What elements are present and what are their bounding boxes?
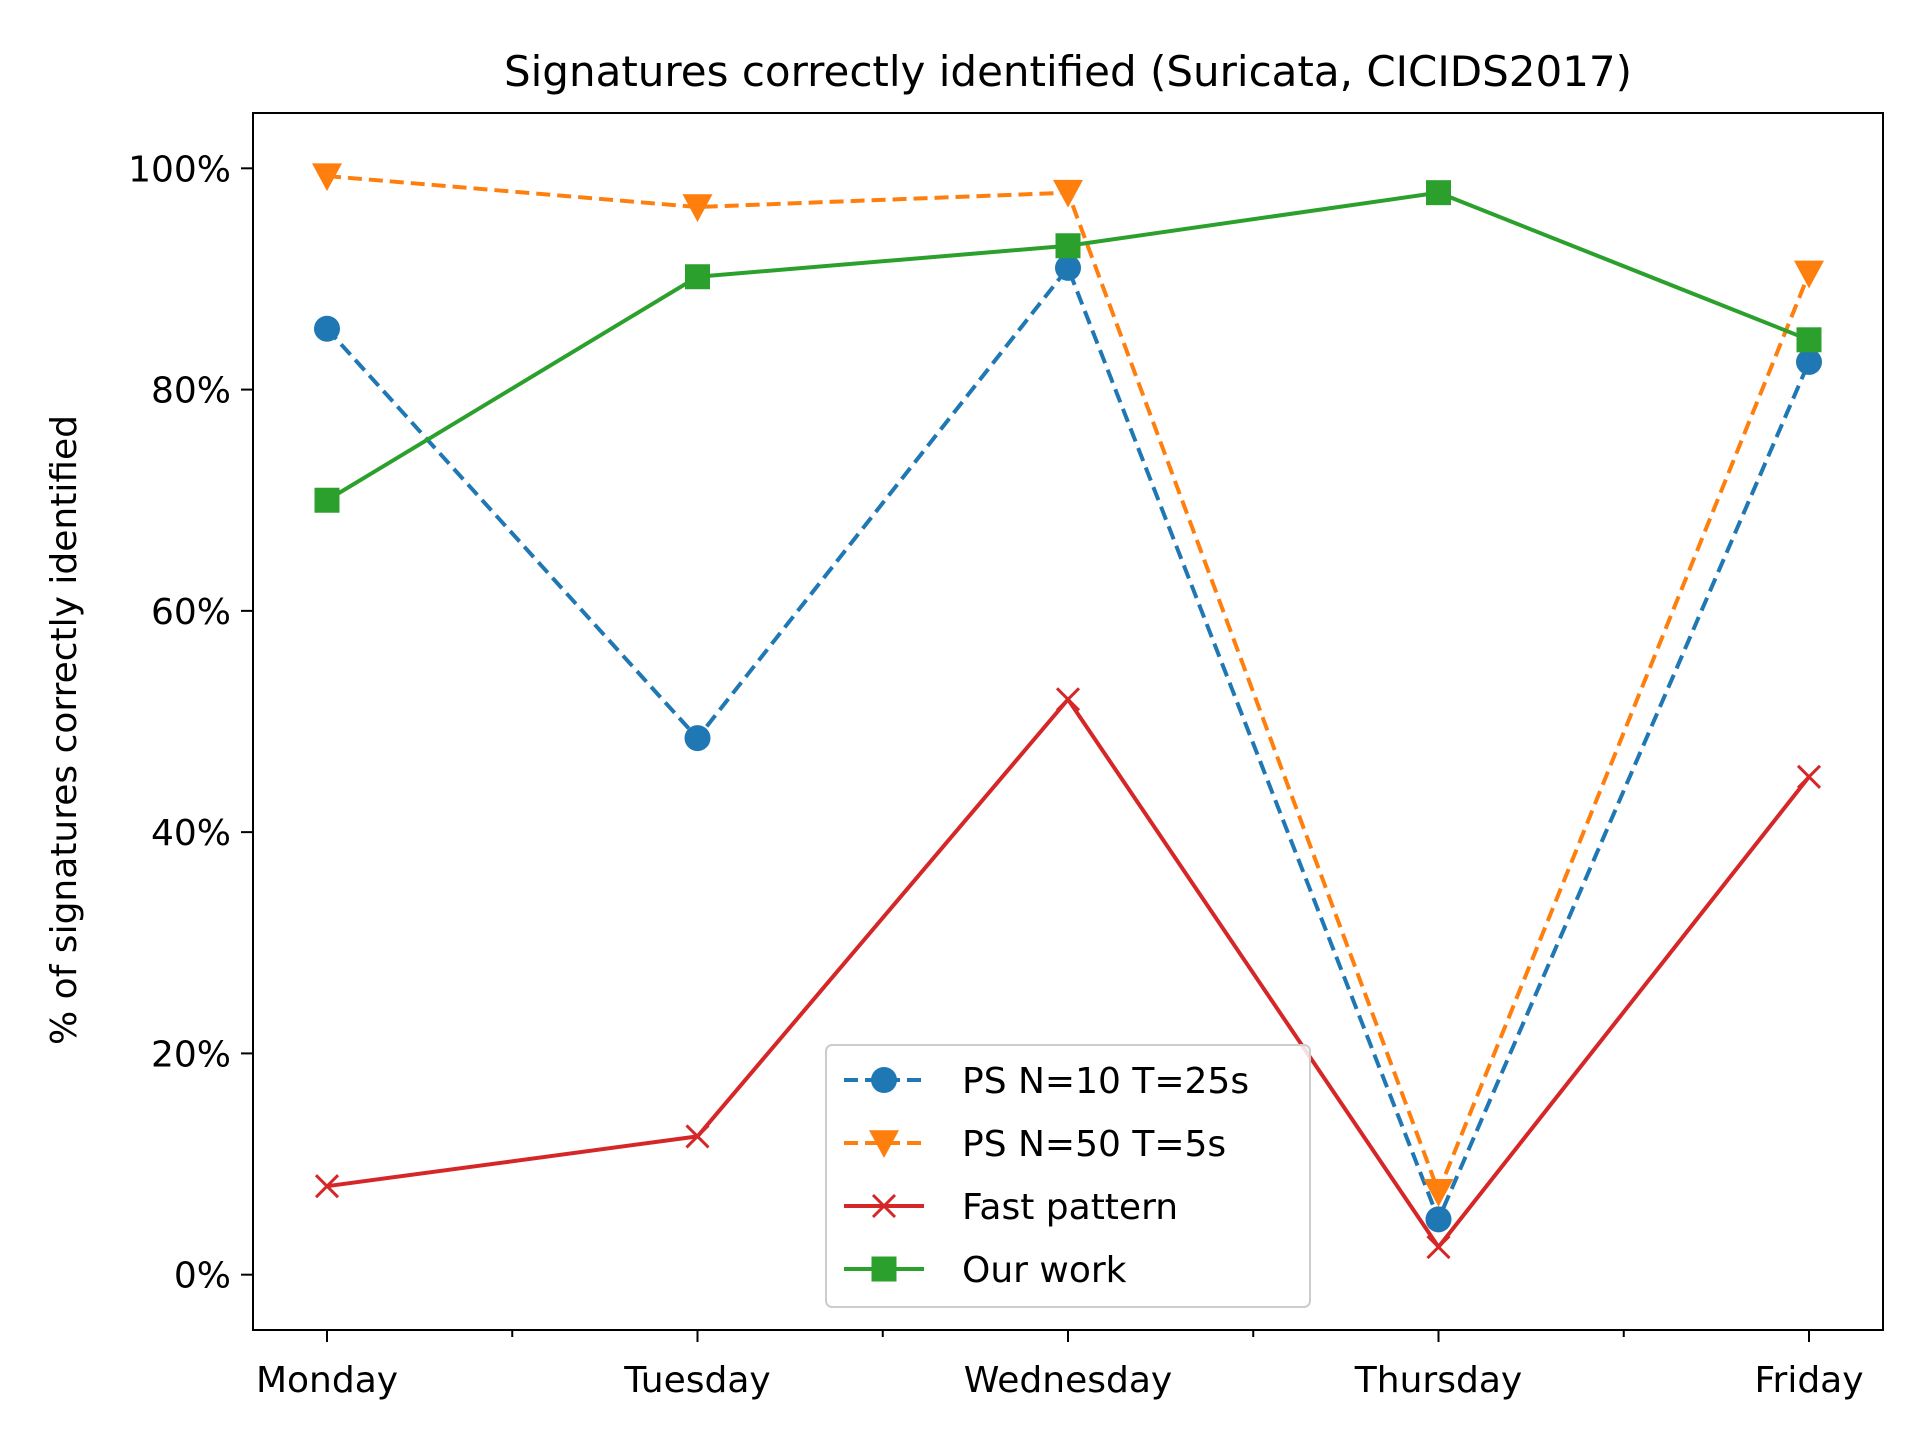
x-tick-label: Thursday	[1354, 1360, 1522, 1401]
legend-marker-ps-n-10-t-25s	[871, 1067, 897, 1093]
legend-box	[825, 1044, 1311, 1308]
data-point-ps-n-10-t-25s	[684, 725, 711, 752]
y-tick-label: 40%	[151, 813, 231, 854]
data-point-ps-n-50-t-5s	[312, 163, 342, 192]
data-point-ps-n-50-t-5s	[1423, 1178, 1454, 1207]
plot-frame	[252, 112, 1884, 1331]
y-tick-label: 0%	[174, 1256, 231, 1297]
data-point-fast-pattern	[314, 1174, 340, 1199]
legend-marker-our-work	[871, 1256, 897, 1282]
legend-label-ps-n-50-t-5s: PS N=50 T=5s	[962, 1124, 1226, 1165]
legend-label-our-work: Our work	[962, 1250, 1127, 1291]
series-line-ps-n-50-t-5s	[326, 174, 1811, 1194]
y-tick-label: 80%	[151, 371, 231, 412]
x-tick-label: Monday	[256, 1360, 398, 1401]
data-point-ps-n-50-t-5s	[1053, 179, 1083, 208]
data-point-ps-n-10-t-25s	[1425, 1206, 1452, 1233]
data-point-our-work	[1426, 180, 1451, 206]
data-point-fast-pattern	[685, 1124, 710, 1149]
data-point-fast-pattern	[1426, 1234, 1451, 1260]
y-tick-label: 100%	[128, 149, 231, 190]
legend: PS N=10 T=25s PS N=50 T=5s Fast pattern Our…	[825, 1044, 1311, 1308]
data-point-ps-n-10-t-25s	[1796, 348, 1822, 375]
data-point-ps-n-10-t-25s	[1055, 254, 1081, 281]
data-point-fast-pattern	[1055, 687, 1081, 712]
data-point-ps-n-10-t-25s	[314, 315, 340, 342]
plot-area: Monday Tuesday Wednesday Thursday Friday 0% 20…	[128, 149, 1863, 1401]
legend-marker-ps-n-50-t-5s	[869, 1130, 899, 1158]
legend-label-fast-pattern: Fast pattern	[962, 1187, 1178, 1228]
chart-title: Signatures correctly identified (Suricat…	[504, 47, 1632, 96]
data-point-fast-pattern	[1796, 764, 1822, 789]
data-point-ps-n-50-t-5s	[682, 194, 713, 223]
data-point-our-work	[685, 264, 710, 290]
legend-marker-fast-pattern	[871, 1193, 897, 1219]
data-point-our-work	[1055, 233, 1081, 259]
legend-label-ps-n-10-t-25s: PS N=10 T=25s	[962, 1061, 1249, 1102]
y-tick-label: 60%	[151, 592, 231, 633]
y-tick-label: 20%	[151, 1034, 231, 1075]
data-point-our-work	[1796, 327, 1822, 353]
x-tick-label: Wednesday	[964, 1360, 1172, 1401]
series-line-ps-n-10-t-25s	[325, 265, 1811, 1222]
y-axis-title: % of signatures correctly identified	[44, 415, 85, 1045]
data-point-ps-n-50-t-5s	[1794, 260, 1824, 289]
x-tick-label: Tuesday	[623, 1360, 770, 1401]
x-tick-label: Friday	[1754, 1360, 1863, 1401]
data-point-our-work	[314, 487, 340, 513]
